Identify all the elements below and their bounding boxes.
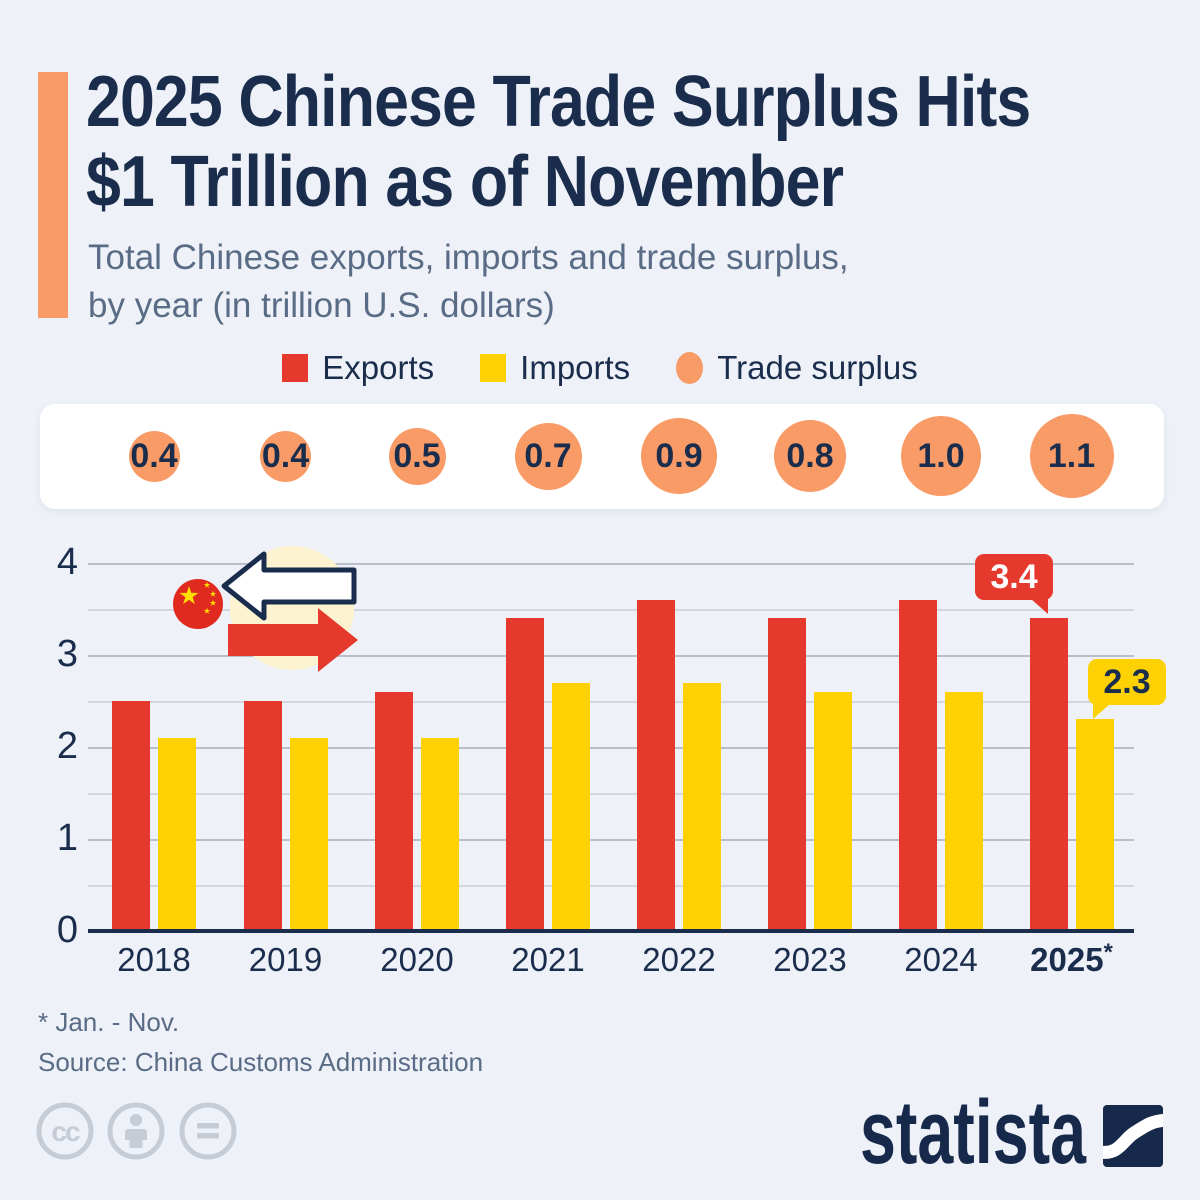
subtitle-line-2: by year (in trillion U.S. dollars): [88, 286, 555, 325]
title-accent-bar: [38, 72, 68, 318]
page-title: 2025 Chinese Trade Surplus Hits $1 Trill…: [86, 62, 1200, 222]
source-text: Source: China Customs Administration: [38, 1047, 484, 1077]
china-flag-icon: [173, 579, 223, 629]
imports-2025-callout: 2.3: [1088, 659, 1166, 719]
y-axis-tick-label: 1: [56, 817, 78, 859]
page-subtitle: Total Chinese exports, imports and trade…: [88, 234, 1188, 330]
import-bar-2023: [814, 691, 852, 931]
x-axis-label-2024: 2024: [904, 941, 978, 978]
export-bar-2021: [506, 618, 544, 931]
exports-right-arrow-icon: [228, 608, 358, 672]
gridline: [88, 747, 1134, 749]
attribution-person-icon: [107, 1102, 165, 1160]
title-line-2: $1 Trillion as of November: [86, 142, 844, 222]
import-bar-2021: [552, 682, 590, 931]
statista-wordmark: statista: [860, 1095, 1087, 1173]
subtitle-line-1: Total Chinese exports, imports and trade…: [88, 238, 849, 277]
x-axis-baseline: [88, 929, 1134, 933]
imports-2025-value: 2.3: [1103, 662, 1151, 701]
statista-square-icon: [1103, 1105, 1163, 1167]
gridline: [88, 701, 1134, 703]
import-bar-2022: [683, 682, 721, 931]
exports-2025-value: 3.4: [990, 557, 1038, 596]
legend-item-exports: Exports: [282, 349, 434, 387]
trade-surplus-bubble-2022: 0.9: [641, 418, 717, 494]
legend-label-exports: Exports: [322, 349, 435, 386]
gridline: [88, 793, 1134, 795]
title-line-1: 2025 Chinese Trade Surplus Hits: [86, 62, 1031, 142]
export-bar-2025: [1029, 618, 1068, 931]
y-axis-tick-label: 4: [56, 541, 78, 583]
exports-2025-callout: 3.4: [975, 554, 1053, 614]
trade-surplus-bubble-2020: 0.5: [388, 427, 446, 485]
creative-commons-license-icons: cc: [36, 1102, 237, 1160]
footnote-text: * Jan. - Nov.: [38, 1007, 180, 1037]
trade-surplus-swatch-icon: [676, 352, 704, 384]
legend-item-trade-surplus: Trade surplus: [676, 349, 918, 387]
trade-surplus-bubble-2025: 1.1: [1029, 414, 1114, 498]
y-axis-tick-label: 3: [56, 633, 78, 675]
x-axis-label-2020: 2020: [380, 941, 454, 978]
x-axis-label-2025: 2025*: [1030, 939, 1113, 978]
import-bar-2020: [421, 737, 459, 931]
exports-swatch-icon: [282, 354, 309, 382]
import-bar-2019: [289, 737, 328, 931]
legend-label-trade-surplus: Trade surplus: [717, 349, 918, 386]
x-axis-label-2019: 2019: [248, 941, 323, 978]
import-bar-2025: [1075, 719, 1114, 931]
x-axis-label-2022: 2022: [642, 941, 716, 978]
trade-surplus-panel: 0.4 0.4 0.5 0.7 0.9 0.8 1.0 1.1: [40, 404, 1164, 509]
imports-left-arrow-icon: [221, 551, 357, 621]
footnote-asterisk: *: [1103, 939, 1113, 966]
x-axis-label-2023: 2023: [773, 941, 847, 978]
cc-icon: [36, 1102, 94, 1160]
trade-surplus-bubble-2023: 0.8: [774, 420, 846, 492]
gridline: [88, 655, 1134, 657]
trade-surplus-bubble-2021: 0.7: [514, 422, 582, 490]
gridline: [88, 609, 1134, 611]
imports-swatch-icon: [480, 354, 507, 382]
export-bar-2019: [243, 701, 282, 931]
no-derivatives-equals-icon: [179, 1102, 237, 1160]
export-bar-2023: [768, 618, 806, 931]
chart-legend: Exports Imports Trade surplus: [0, 349, 1200, 387]
gridline: [88, 839, 1134, 841]
svg-text:cc: cc: [51, 1116, 80, 1147]
x-axis-label-2021: 2021: [511, 941, 585, 978]
gridline: [88, 885, 1134, 887]
trade-surplus-bubble-2018: 0.4: [128, 430, 180, 482]
legend-label-imports: Imports: [520, 349, 631, 386]
gridline: [88, 563, 1134, 565]
chart-footnote: * Jan. - Nov. Source: China Customs Admi…: [38, 1002, 483, 1082]
trade-surplus-bubble-2019: 0.4: [260, 430, 311, 482]
y-axis-tick-label: 2: [56, 725, 78, 767]
export-bar-2018: [112, 701, 150, 931]
y-axis-tick-label: 0: [56, 909, 78, 951]
statista-logo: statista: [860, 1095, 1163, 1173]
china-trade-arrows-illustration: [173, 546, 358, 672]
export-bar-2020: [375, 691, 413, 931]
x-axis-label-2018: 2018: [117, 941, 191, 978]
trade-surplus-bubble-2024: 1.0: [901, 416, 981, 496]
export-bar-2024: [899, 599, 937, 931]
legend-item-imports: Imports: [480, 349, 630, 387]
import-bar-2018: [158, 737, 196, 931]
import-bar-2024: [945, 691, 983, 931]
export-bar-2022: [637, 599, 675, 931]
